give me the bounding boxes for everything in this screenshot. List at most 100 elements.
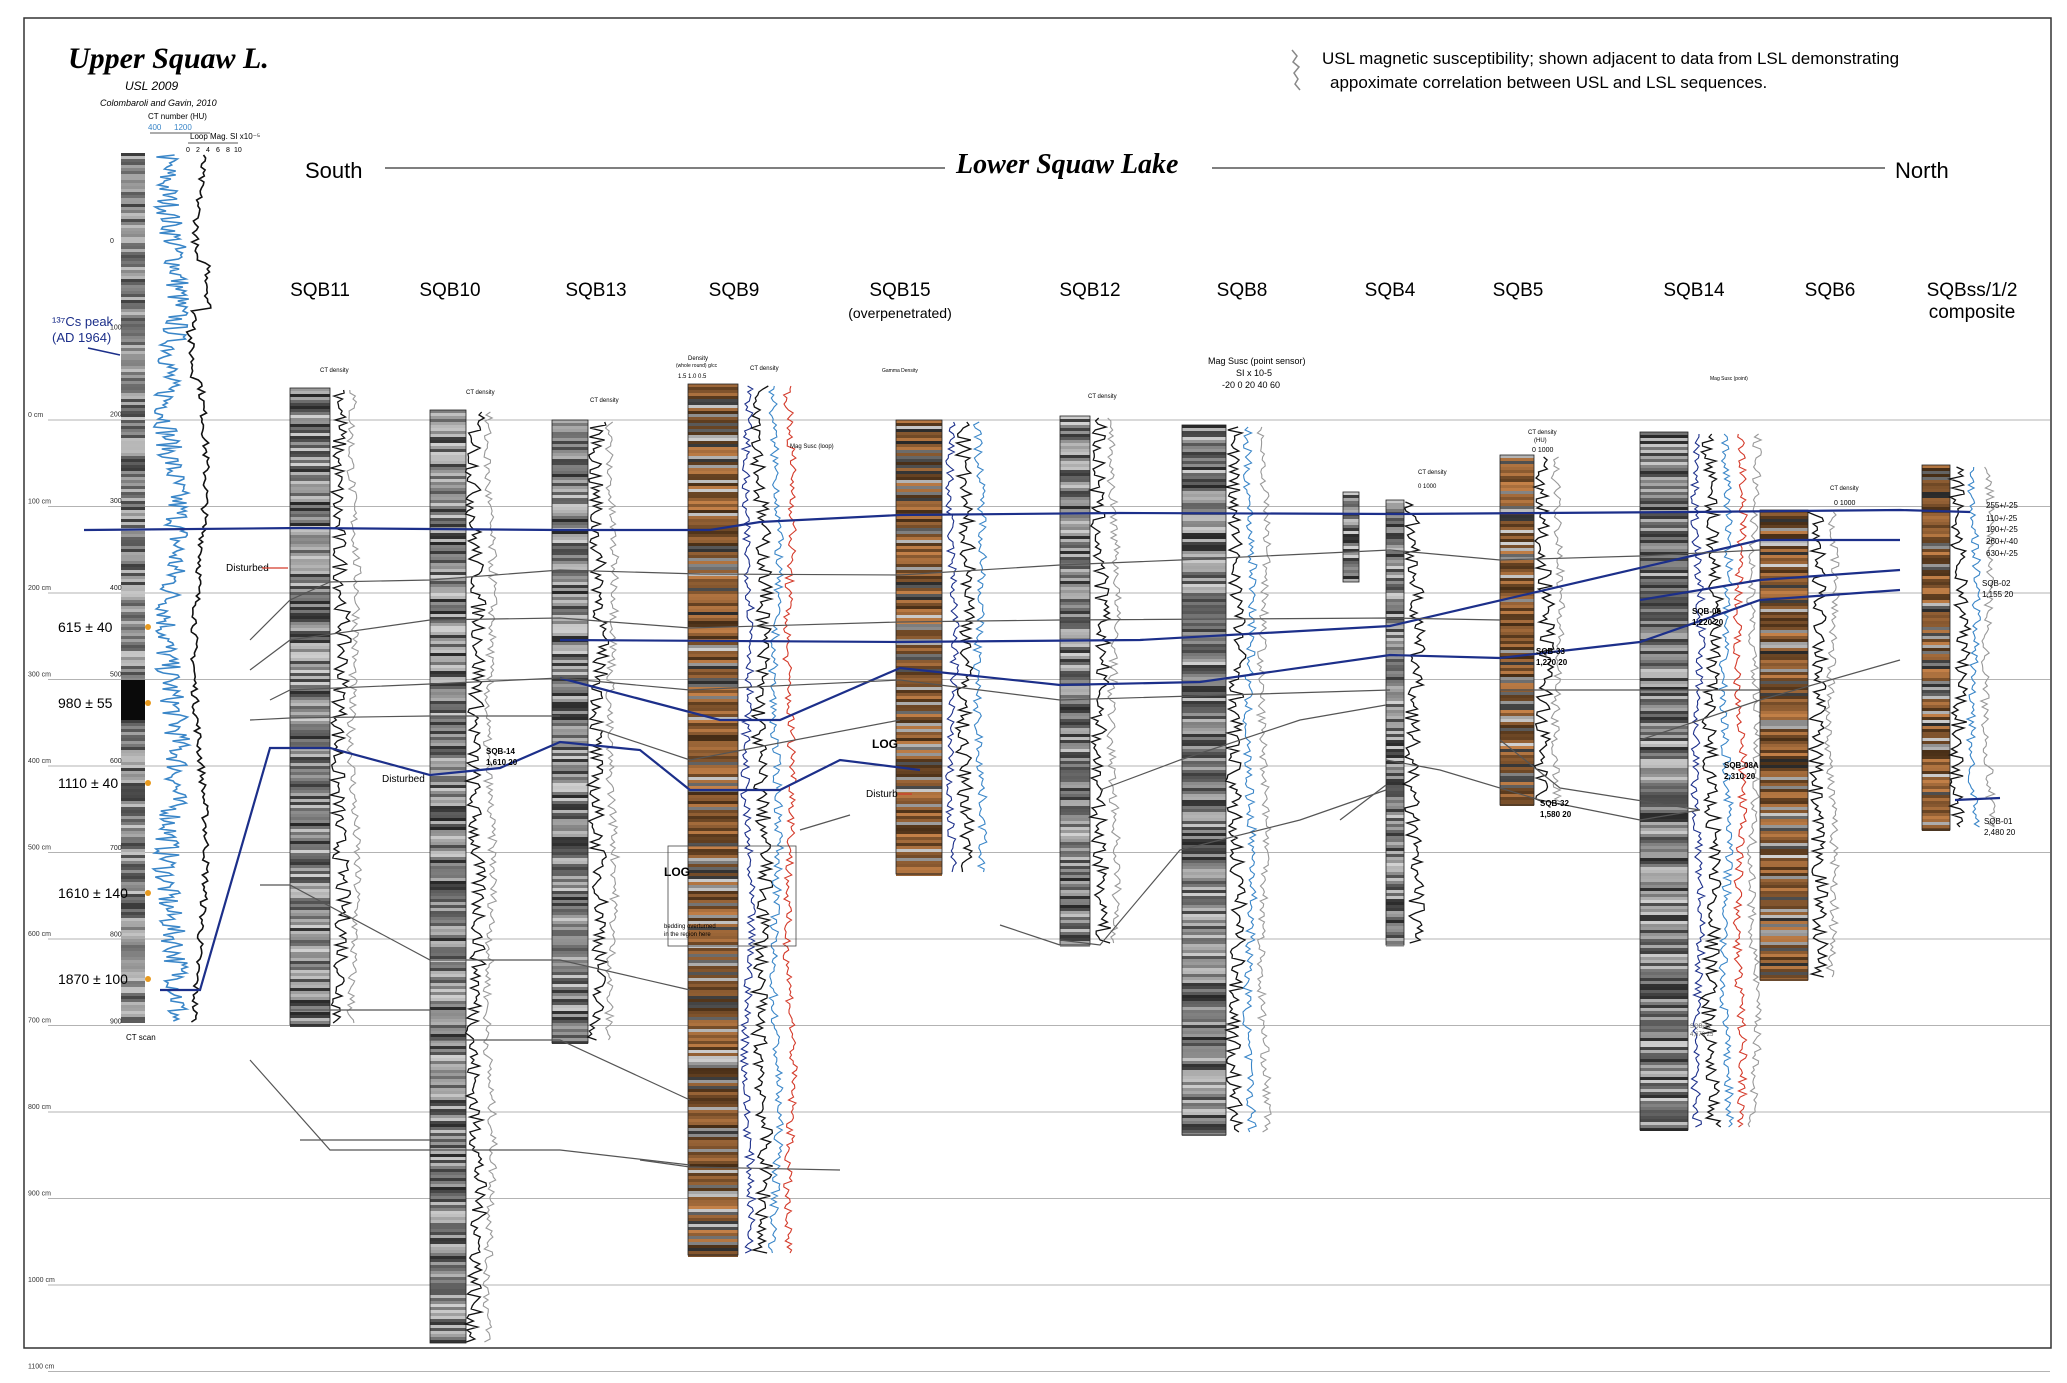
core-band — [896, 429, 942, 432]
core-band — [430, 494, 466, 497]
core-band — [1922, 555, 1950, 558]
core-band — [552, 723, 588, 726]
core-band — [896, 837, 942, 840]
core-band — [1922, 780, 1950, 783]
core-band — [1060, 866, 1090, 869]
core-band — [1760, 579, 1808, 582]
core-band — [1640, 939, 1688, 942]
core-band — [1500, 491, 1534, 494]
core-band — [688, 732, 738, 735]
usl-age-label: 1870 ± 100 — [58, 971, 128, 987]
core-band — [688, 1044, 738, 1047]
correlation-line-grey — [1385, 759, 1701, 821]
core-band — [688, 1233, 738, 1236]
usl-core-band — [121, 609, 145, 612]
core-band — [688, 885, 738, 888]
core-band — [688, 645, 738, 648]
core-log-curve — [1255, 426, 1272, 1133]
core-band — [290, 967, 330, 970]
core-band — [290, 871, 330, 874]
cs-peak-pointer — [87, 347, 121, 356]
core-band — [1386, 761, 1404, 764]
core-band — [1182, 812, 1226, 815]
core-band — [1640, 1074, 1688, 1077]
core-band — [430, 1226, 466, 1229]
core-band — [688, 1032, 738, 1035]
depth-axis-label: 800 cm — [28, 1104, 51, 1111]
core-label: SQB6 — [1805, 280, 1856, 301]
usl-core-band — [121, 537, 145, 540]
core-band — [688, 477, 738, 480]
core-band — [552, 618, 588, 621]
usl-core-band — [121, 822, 145, 825]
core-band — [1500, 692, 1534, 695]
core-band — [430, 1127, 466, 1130]
core-band — [552, 621, 588, 624]
core-band — [1182, 590, 1226, 593]
core-band — [552, 897, 588, 900]
core-band — [688, 867, 738, 870]
core-band — [1760, 606, 1808, 609]
core-band — [1060, 659, 1090, 662]
core-band — [1640, 486, 1688, 489]
core-band — [1060, 917, 1090, 920]
core-band — [430, 548, 466, 551]
core-band — [1760, 525, 1808, 528]
core-band — [1182, 992, 1226, 995]
usl-depth-tick: 700 — [110, 845, 122, 852]
core-band — [1760, 696, 1808, 699]
usl-core-band — [121, 576, 145, 579]
core-band — [1386, 713, 1404, 716]
core-band — [1060, 728, 1090, 731]
core-band — [290, 874, 330, 877]
core-band — [1500, 563, 1534, 566]
core-band — [688, 507, 738, 510]
core-band — [552, 1032, 588, 1035]
core-band — [1760, 903, 1808, 906]
core-band — [1060, 461, 1090, 464]
usl-core-band — [121, 213, 145, 216]
core-band — [552, 912, 588, 915]
usl-core-band — [121, 504, 145, 507]
core-band — [1640, 1080, 1688, 1083]
core-band — [1922, 465, 1950, 468]
core-band — [430, 1316, 466, 1319]
core-band — [1760, 747, 1808, 750]
core-band — [1386, 581, 1404, 584]
core-band — [1500, 659, 1534, 662]
core-band — [896, 684, 942, 687]
core-band — [1182, 914, 1226, 917]
core-label: SQB4 — [1365, 280, 1416, 301]
core-band — [1343, 573, 1359, 576]
usl-core-band — [121, 873, 145, 876]
core-band — [1500, 461, 1534, 464]
core-band — [552, 684, 588, 687]
core-band — [688, 1014, 738, 1017]
core-band — [1500, 695, 1534, 698]
core-band — [430, 1229, 466, 1232]
core-band — [552, 561, 588, 564]
core-band — [1922, 600, 1950, 603]
core-band — [430, 566, 466, 569]
core-band — [1760, 822, 1808, 825]
core-band — [290, 481, 330, 484]
core-band — [290, 952, 330, 955]
core-band — [1060, 539, 1090, 542]
core-band — [1182, 1013, 1226, 1016]
core-band — [1760, 762, 1808, 765]
core-band — [688, 909, 738, 912]
core-band — [430, 1085, 466, 1088]
core-band — [688, 852, 738, 855]
core-band — [1922, 783, 1950, 786]
core-band — [290, 736, 330, 739]
core-band — [1640, 468, 1688, 471]
core-band — [1386, 806, 1404, 809]
core-band — [1386, 671, 1404, 674]
core-band — [430, 1262, 466, 1265]
core-band — [290, 538, 330, 541]
core-band — [1640, 792, 1688, 795]
core-band — [688, 1146, 738, 1149]
core-band — [896, 615, 942, 618]
core-band — [430, 650, 466, 653]
core-band — [290, 517, 330, 520]
